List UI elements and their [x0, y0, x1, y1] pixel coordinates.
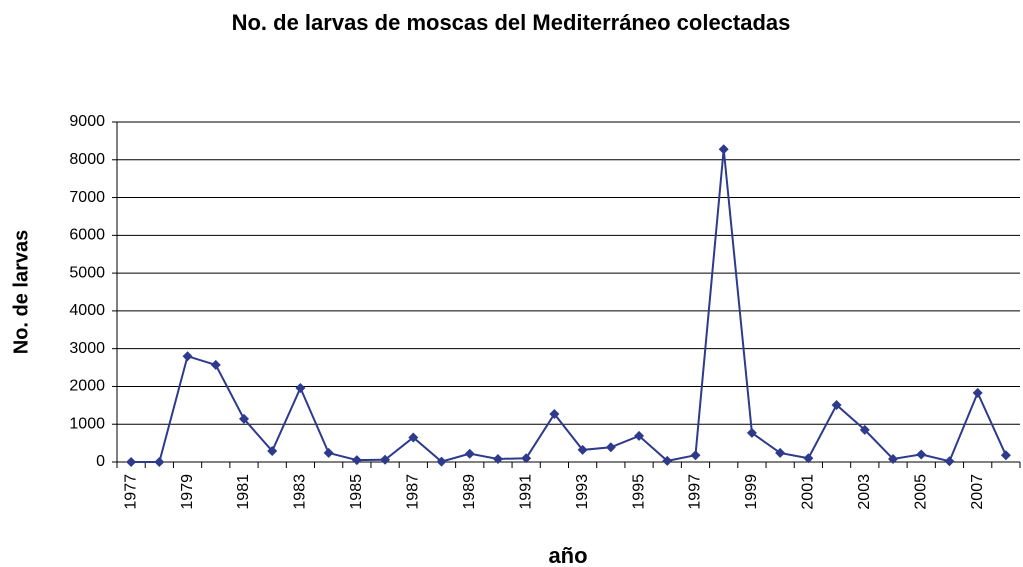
data-point: [323, 447, 334, 458]
y-tick-label: 8000: [69, 151, 105, 168]
x-tick-label: 1987: [405, 474, 422, 510]
x-tick-label: 2001: [800, 474, 817, 510]
y-tick-label: 4000: [69, 302, 105, 319]
x-tick-label: 1991: [517, 474, 534, 510]
y-tick-label: 0: [96, 453, 105, 470]
y-tick-label: 3000: [69, 340, 105, 357]
data-point: [408, 432, 419, 443]
y-tick-label: 2000: [69, 378, 105, 395]
data-point: [718, 144, 729, 155]
data-point: [238, 413, 249, 424]
y-tick-label: 7000: [69, 189, 105, 206]
data-point: [182, 351, 193, 362]
data-point: [746, 427, 757, 438]
data-point: [690, 450, 701, 461]
data-point: [831, 399, 842, 410]
data-point: [972, 387, 983, 398]
data-point: [210, 359, 221, 370]
data-point: [549, 409, 560, 420]
y-tick-label: 1000: [69, 415, 105, 432]
chart-title: No. de larvas de moscas del Mediterráneo…: [231, 10, 791, 35]
x-tick-label: 1981: [235, 474, 252, 510]
data-point: [380, 454, 391, 465]
y-tick-label: 6000: [69, 227, 105, 244]
x-tick-label: 2007: [969, 474, 986, 510]
x-tick-label: 2005: [912, 474, 929, 510]
data-line: [131, 149, 1007, 463]
x-tick-label: 2003: [856, 474, 873, 510]
data-point: [436, 456, 447, 467]
data-point: [521, 453, 532, 464]
y-tick-label: 9000: [69, 113, 105, 130]
x-tick-label: 1997: [687, 474, 704, 510]
data-point: [492, 453, 503, 464]
y-tick-label: 5000: [69, 264, 105, 281]
x-tick-label: 1999: [743, 474, 760, 510]
data-point: [351, 455, 362, 466]
x-axis-label: año: [548, 543, 587, 567]
data-point: [888, 453, 899, 464]
data-point: [295, 382, 306, 393]
data-point: [577, 444, 588, 455]
data-point: [944, 456, 955, 467]
data-point: [916, 449, 927, 460]
data-point: [859, 424, 870, 435]
data-point: [803, 453, 814, 464]
data-point: [634, 430, 645, 441]
data-point: [775, 447, 786, 458]
data-point: [662, 455, 673, 466]
x-tick-label: 1979: [179, 474, 196, 510]
x-tick-label: 1983: [292, 474, 309, 510]
data-point: [464, 448, 475, 459]
x-tick-label: 1993: [574, 474, 591, 510]
x-tick-label: 1995: [630, 474, 647, 510]
data-point: [126, 457, 137, 467]
x-tick-label: 1989: [461, 474, 478, 510]
data-point: [267, 446, 278, 457]
x-tick-label: 1985: [348, 474, 365, 510]
data-point: [154, 457, 165, 467]
x-tick-label: 1977: [122, 474, 139, 510]
y-axis-label: No. de larvas: [10, 230, 32, 355]
data-point: [605, 442, 616, 453]
data-point: [1000, 450, 1011, 461]
